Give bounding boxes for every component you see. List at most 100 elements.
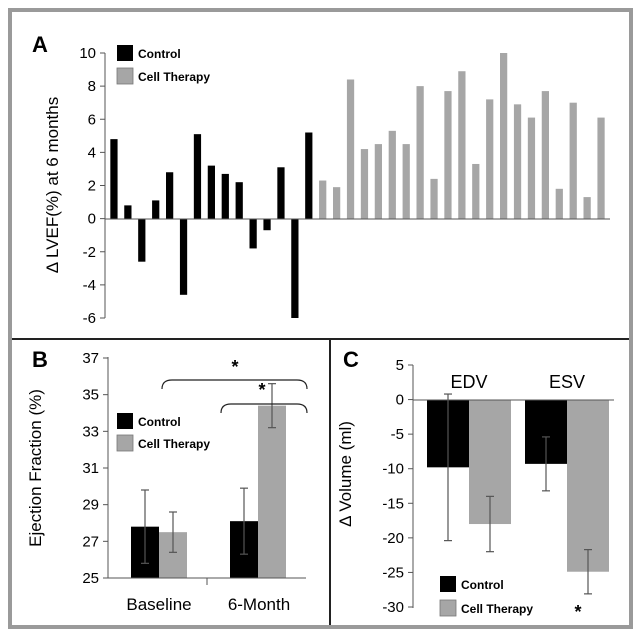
panel-a-bars <box>110 53 605 318</box>
y-tick-label: 5 <box>396 357 404 374</box>
y-tick-label: 4 <box>88 144 96 161</box>
cell-therapy-bar-4 <box>360 149 369 219</box>
panel-c-significance-star: * <box>574 602 581 622</box>
legend-swatch-cell-therapy <box>439 599 457 617</box>
panel-c-label: C <box>343 347 359 372</box>
control-bar-15 <box>305 132 313 219</box>
control-bar-9 <box>221 173 229 219</box>
figure-border <box>8 8 633 629</box>
y-tick-label: 33 <box>82 423 99 440</box>
cell-therapy-bar-14 <box>500 53 508 219</box>
y-tick-label: -2 <box>83 244 96 261</box>
panel-b-bars <box>131 383 286 578</box>
y-tick-label: -4 <box>83 277 96 294</box>
legend-label-control: Control <box>461 578 504 592</box>
panel-b: B Ejection Fraction (%) 37 35 33 31 29 27 25 B… <box>26 347 308 614</box>
legend-swatch-control <box>117 45 133 61</box>
y-tick-label: -10 <box>382 461 404 478</box>
y-tick-label: 27 <box>82 533 99 550</box>
y-tick-label: 37 <box>82 350 99 367</box>
panel-b-y-axis-title: Ejection Fraction (%) <box>26 389 45 547</box>
control-bar-12 <box>263 218 271 231</box>
y-tick-label: -15 <box>382 495 404 512</box>
control-bar-6 <box>179 218 188 295</box>
y-tick-label: -20 <box>382 530 404 547</box>
y-tick-label: -6 <box>83 310 96 327</box>
panel-b-category-6-month: 6-Month <box>228 595 290 614</box>
significance-star-outer: * <box>231 357 238 377</box>
y-tick-label: 31 <box>82 460 99 477</box>
y-tick-label: 35 <box>82 387 99 404</box>
panel-b-y-ticks: 37 35 33 31 29 27 25 <box>82 350 108 587</box>
cell-therapy-bar-17 <box>541 91 549 219</box>
panel-c-category-esv: ESV <box>549 372 585 392</box>
y-tick-label: 8 <box>88 78 96 95</box>
panel-a-label: A <box>32 32 48 57</box>
cell-therapy-bar-19 <box>569 102 577 219</box>
y-tick-label: 25 <box>82 570 99 587</box>
y-tick-label: 10 <box>79 45 96 62</box>
legend-swatch-cell-therapy <box>116 67 134 85</box>
panel-c-y-axis-title: Δ Volume (ml) <box>336 421 355 527</box>
y-tick-label: 6 <box>88 111 96 128</box>
legend-label-control: Control <box>138 47 181 61</box>
y-tick-label: 0 <box>88 211 96 228</box>
control-bar-4 <box>152 200 160 219</box>
panel-a-y-axis-title: Δ LVEF(%) at 6 months <box>43 97 62 273</box>
cell-therapy-bar-18 <box>555 188 563 219</box>
legend-swatch-cell-therapy <box>116 434 134 452</box>
cell-therapy-bar-6 <box>388 130 396 219</box>
panel-b-category-baseline: Baseline <box>126 595 191 614</box>
legend-label-cell-therapy: Cell Therapy <box>138 437 210 451</box>
cell-therapy-bar-11 <box>458 71 466 219</box>
legend-label-control: Control <box>138 415 181 429</box>
panel-a-y-ticks: 10 8 6 4 2 0 -2 -4 -6 <box>79 45 105 327</box>
y-tick-label: 2 <box>88 178 96 195</box>
panel-c-y-ticks: 5 0 -5 -10 -15 -20 -25 -30 <box>382 357 413 616</box>
cell-therapy-bar-16 <box>527 117 536 219</box>
y-tick-label: 29 <box>82 497 99 514</box>
control-bar-3 <box>138 218 146 262</box>
legend-swatch-control <box>440 576 456 592</box>
cell-therapy-bar-3 <box>346 79 355 219</box>
control-bar-7 <box>193 134 202 219</box>
panel-c-category-edv: EDV <box>450 372 487 392</box>
cell-therapy-bar-9 <box>430 178 438 219</box>
panel-b-label: B <box>32 347 48 372</box>
panel-c-legend: Control Cell Therapy <box>439 576 533 617</box>
cell-therapy-bar-1 <box>319 180 327 219</box>
legend-swatch-control <box>117 413 133 429</box>
control-bar-11 <box>249 218 257 249</box>
panel-b-significance-brackets: * * <box>161 357 308 414</box>
panel-c-bars <box>427 393 609 595</box>
cell-therapy-bar-5 <box>374 144 382 219</box>
cell-therapy-bar-b-6-month <box>258 405 286 578</box>
legend-label-cell-therapy: Cell Therapy <box>461 602 533 616</box>
panel-a: A Δ LVEF(%) at 6 months 10 8 6 4 2 0 -2 -4 -6 Co… <box>32 32 610 327</box>
y-tick-label: -5 <box>391 426 404 443</box>
cell-therapy-bar-7 <box>402 144 410 219</box>
cell-therapy-bar-2 <box>333 187 341 219</box>
significance-bracket-inner <box>220 403 308 414</box>
cell-therapy-bar-13 <box>486 99 494 219</box>
significance-bracket-outer <box>161 379 308 390</box>
control-bar-1 <box>110 139 118 219</box>
control-bar-13 <box>277 167 285 219</box>
cell-therapy-bar-15 <box>513 104 522 219</box>
cell-therapy-bar-8 <box>416 86 424 219</box>
control-bar-14 <box>291 218 299 318</box>
cell-therapy-bar-20 <box>583 197 591 219</box>
panel-c: C Δ Volume (ml) 50-5-10-15-20-25-30 EDV … <box>336 347 614 622</box>
control-bar-5 <box>166 172 174 219</box>
control-bar-2 <box>124 205 132 219</box>
y-tick-label: 0 <box>396 392 404 409</box>
cell-therapy-bar-10 <box>444 91 452 219</box>
panel-b-legend: Control Cell Therapy <box>116 413 210 452</box>
control-bar-10 <box>235 182 243 219</box>
cell-therapy-bar-12 <box>472 163 480 219</box>
control-bar-8 <box>207 165 215 219</box>
cell-therapy-bar-21 <box>597 117 605 219</box>
cell-therapy-bar-c-esv <box>567 399 609 572</box>
significance-star-inner: * <box>258 380 265 400</box>
